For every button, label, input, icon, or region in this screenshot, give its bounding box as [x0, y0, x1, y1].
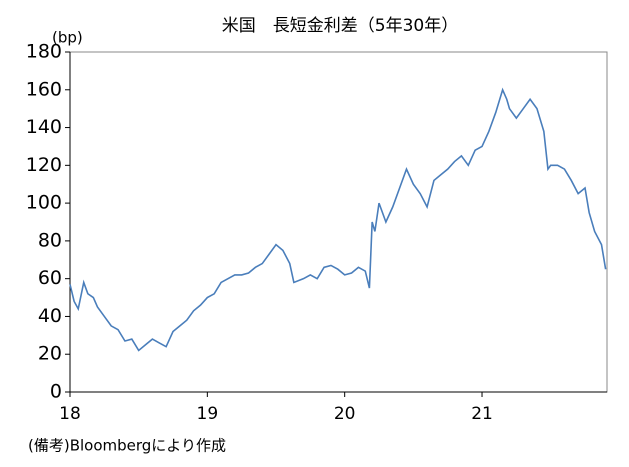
x-tick-label: 18 — [59, 404, 81, 424]
x-tick-label: 21 — [471, 404, 493, 424]
y-tick-label: 100 — [26, 192, 62, 214]
y-tick-label: 180 — [26, 41, 62, 63]
note: (備考)Bloombergにより作成 — [28, 437, 226, 455]
y-axis-label: (bp) — [52, 29, 83, 47]
y-tick-label: 20 — [38, 343, 62, 365]
y-tick-label: 160 — [26, 78, 62, 100]
y-tick-label: 120 — [26, 154, 62, 176]
y-tick-label: 60 — [38, 267, 62, 289]
x-tick-label: 20 — [334, 404, 356, 424]
y-tick-label: 140 — [26, 116, 62, 138]
y-tick-label: 80 — [38, 229, 62, 251]
line — [69, 87, 607, 352]
y-tick-label: 40 — [38, 305, 62, 327]
y-tick-label: 0 — [50, 381, 62, 403]
chart-title: 米国 長短金利差（5年30年） — [222, 16, 458, 36]
x-tick-label: 19 — [197, 404, 219, 424]
